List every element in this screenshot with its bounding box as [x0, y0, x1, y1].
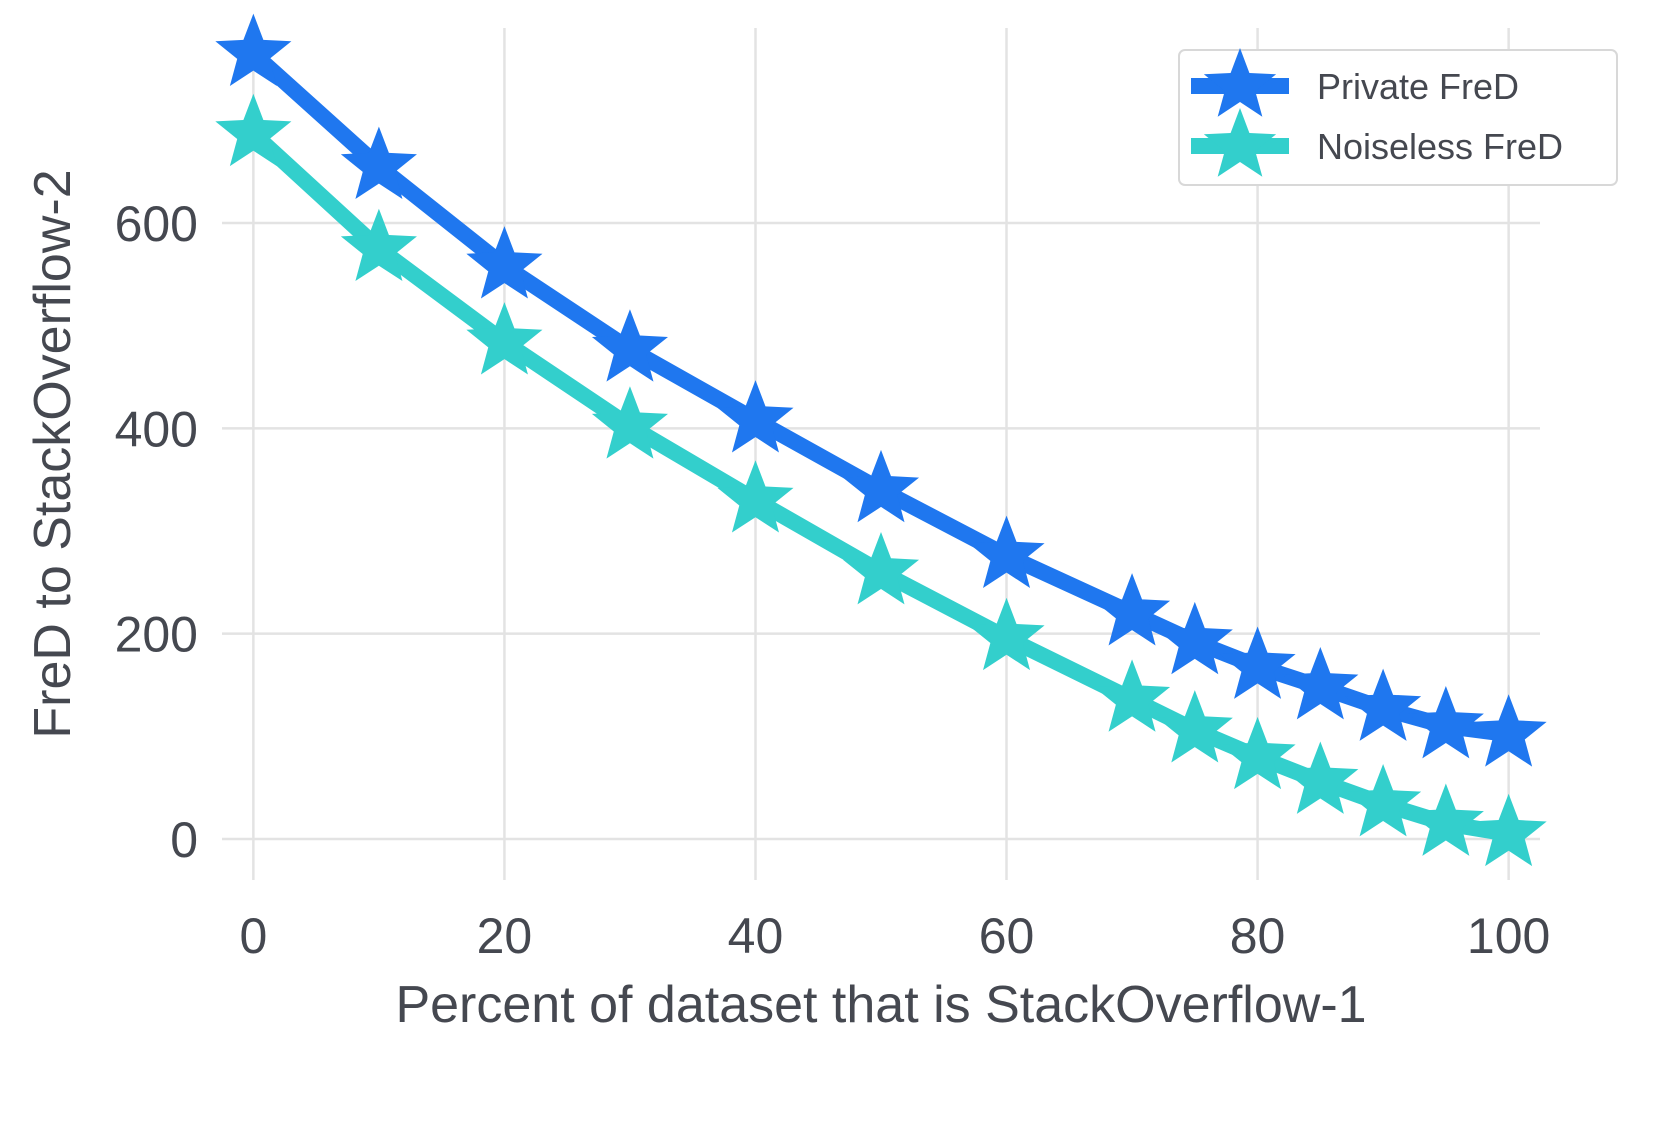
y-axis-title: FreD to StackOverflow-2 [24, 169, 82, 738]
data-point-star [1219, 626, 1296, 699]
data-point-star [1407, 686, 1484, 759]
y-tick-label: 0 [170, 812, 198, 868]
legend-item: Private FreD [1191, 48, 1519, 117]
data-point-star [1470, 694, 1547, 767]
data-point-star [968, 597, 1045, 671]
x-tick-label: 100 [1467, 908, 1550, 964]
data-point-star [842, 532, 920, 605]
data-point-star [340, 208, 417, 282]
series-1 [215, 13, 1547, 767]
data-point-star [842, 449, 920, 523]
data-point-star [1219, 716, 1296, 790]
data-point-star [340, 126, 417, 199]
series-2 [215, 93, 1547, 867]
data-point-star [968, 515, 1045, 588]
data-point-star [215, 13, 292, 87]
data-point-star [1407, 783, 1484, 856]
data-point-star [1094, 659, 1171, 732]
data-point-star [1345, 764, 1422, 837]
legend-star-icon [1203, 48, 1277, 117]
legend-label: Private FreD [1317, 66, 1519, 107]
legend-star-icon [1203, 108, 1277, 177]
legend-item: Noiseless FreD [1191, 108, 1563, 177]
data-point-star [591, 386, 668, 459]
data-point-star [466, 302, 543, 375]
x-tick-label: 20 [477, 908, 533, 964]
x-axis-title: Percent of dataset that is StackOverflow… [395, 976, 1366, 1034]
data-point-star [1282, 647, 1359, 720]
data-point-star [717, 460, 794, 533]
data-point-star [1345, 668, 1422, 741]
y-tick-label: 600 [115, 196, 198, 252]
data-point-star [1156, 690, 1233, 763]
data-point-star [591, 309, 668, 382]
data-point-star [1094, 573, 1171, 646]
data-point-star [717, 380, 794, 453]
legend: Private FreD Noiseless FreD [1178, 48, 1618, 186]
data-point-star [1156, 601, 1233, 675]
y-tick-label: 200 [115, 607, 198, 663]
series-layer [215, 13, 1547, 867]
data-point-star [1470, 793, 1547, 867]
data-point-star [215, 93, 292, 167]
x-tick-label: 60 [979, 908, 1035, 964]
tick-labels: 0 20 40 60 80 100 0 200 400 600 [115, 196, 1551, 964]
data-point-star [466, 226, 543, 299]
y-tick-label: 400 [115, 401, 198, 457]
x-tick-label: 80 [1230, 908, 1286, 964]
x-tick-label: 0 [239, 908, 267, 964]
data-point-star [1282, 741, 1359, 814]
x-tick-label: 40 [728, 908, 784, 964]
legend-label: Noiseless FreD [1317, 126, 1563, 167]
